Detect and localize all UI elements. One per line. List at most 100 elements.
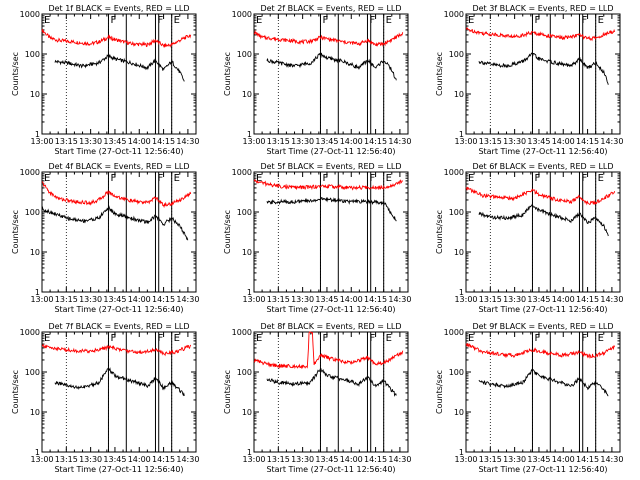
x-tick-label: 13:15 (55, 137, 78, 146)
events-series-line (266, 52, 397, 81)
x-tick-label: 14:00 (340, 455, 363, 464)
y-tick-label: 1 (247, 288, 252, 297)
panel-title: Det 4f BLACK = Events, RED = LLD (48, 162, 189, 171)
marker-label: E (598, 333, 604, 344)
events-series-line (478, 368, 609, 397)
x-tick-label: 14:15 (364, 137, 387, 146)
y-axis-label: Counts/sec (223, 210, 232, 254)
x-tick-label: 14:30 (388, 455, 411, 464)
x-tick-label: 14:15 (364, 455, 387, 464)
lld-series-line (465, 26, 616, 42)
marker-label: E (44, 173, 50, 184)
x-tick-label: 13:15 (55, 295, 78, 304)
marker-label: E (386, 173, 392, 184)
events-series-line (54, 367, 185, 397)
y-tick-label: 1 (35, 130, 40, 139)
x-axis-label: Start Time (27-Oct-11 12:56:40) (478, 147, 607, 156)
y-tick-label: 100 (449, 368, 464, 377)
marker-label: F (369, 173, 375, 184)
y-tick-label: 1 (459, 288, 464, 297)
x-tick-label: 14:30 (600, 137, 623, 146)
plot-frame (41, 13, 197, 135)
y-tick-label: 10 (242, 248, 252, 257)
y-tick-label: 1000 (20, 168, 40, 177)
x-tick-label: 13:30 (79, 295, 102, 304)
y-tick-label: 1 (35, 288, 40, 297)
x-tick-label: 14:00 (128, 455, 151, 464)
x-tick-label: 13:45 (103, 455, 126, 464)
x-tick-label: 14:00 (552, 295, 575, 304)
plot-frame (253, 331, 409, 453)
x-axis-label: Start Time (27-Oct-11 12:56:40) (266, 465, 395, 474)
y-axis-label: Counts/sec (11, 370, 20, 414)
x-tick-label: 14:00 (552, 137, 575, 146)
events-series-line (266, 196, 397, 222)
panel-title: Det 1f BLACK = Events, RED = LLD (48, 4, 189, 13)
plot-frame (253, 171, 409, 293)
x-tick-label: 13:15 (479, 295, 502, 304)
marker-label: F (110, 173, 116, 184)
x-tick-label: 13:15 (479, 137, 502, 146)
x-tick-label: 13:15 (267, 455, 290, 464)
y-tick-label: 1000 (20, 10, 40, 19)
x-tick-label: 13:30 (503, 137, 526, 146)
y-tick-label: 10 (454, 90, 464, 99)
lld-series-line (41, 343, 192, 357)
plot-frame (253, 13, 409, 135)
x-axis-label: Start Time (27-Oct-11 12:56:40) (266, 147, 395, 156)
x-tick-label: 14:30 (388, 295, 411, 304)
marker-label: F (157, 333, 163, 344)
marker-label: E (174, 173, 180, 184)
marker-label: E (468, 173, 474, 184)
y-tick-label: 100 (449, 50, 464, 59)
x-tick-label: 14:30 (388, 137, 411, 146)
y-tick-label: 100 (25, 208, 40, 217)
events-series-line (266, 367, 397, 397)
x-tick-label: 13:00 (242, 295, 265, 304)
x-axis-label: Start Time (27-Oct-11 12:56:40) (478, 305, 607, 314)
y-axis-label: Counts/sec (11, 210, 20, 254)
y-tick-label: 10 (454, 408, 464, 417)
panel-title: Det 3f BLACK = Events, RED = LLD (472, 4, 613, 13)
x-tick-label: 14:30 (600, 455, 623, 464)
x-tick-label: 14:30 (600, 295, 623, 304)
marker-label: E (386, 333, 392, 344)
x-tick-label: 14:15 (576, 455, 599, 464)
y-tick-label: 1 (459, 130, 464, 139)
y-tick-label: 1000 (232, 10, 252, 19)
marker-label: F (322, 15, 328, 26)
y-axis-label: Counts/sec (435, 52, 444, 96)
y-tick-label: 100 (237, 368, 252, 377)
x-tick-label: 14:30 (176, 455, 199, 464)
x-tick-label: 14:15 (576, 295, 599, 304)
x-tick-label: 13:00 (30, 455, 53, 464)
marker-label: E (598, 173, 604, 184)
x-tick-label: 13:00 (242, 455, 265, 464)
y-axis-label: Counts/sec (435, 370, 444, 414)
marker-label: E (386, 15, 392, 26)
marker-label: F (581, 15, 587, 26)
panel-title: Det 5f BLACK = Events, RED = LLD (260, 162, 401, 171)
marker-label: E (174, 15, 180, 26)
x-tick-label: 13:00 (454, 295, 477, 304)
y-tick-label: 1 (35, 448, 40, 457)
plot-frame (465, 13, 621, 135)
y-tick-label: 100 (237, 50, 252, 59)
y-tick-label: 1 (247, 130, 252, 139)
x-tick-label: 13:15 (267, 295, 290, 304)
y-tick-label: 10 (30, 90, 40, 99)
x-tick-label: 13:00 (242, 137, 265, 146)
y-tick-label: 1000 (444, 10, 464, 19)
lld-series-line (41, 28, 192, 49)
plot-frame (465, 171, 621, 293)
x-axis-label: Start Time (27-Oct-11 12:56:40) (54, 305, 183, 314)
x-tick-label: 13:15 (55, 455, 78, 464)
x-tick-label: 14:00 (128, 137, 151, 146)
marker-label: E (468, 15, 474, 26)
marker-label: F (157, 15, 163, 26)
